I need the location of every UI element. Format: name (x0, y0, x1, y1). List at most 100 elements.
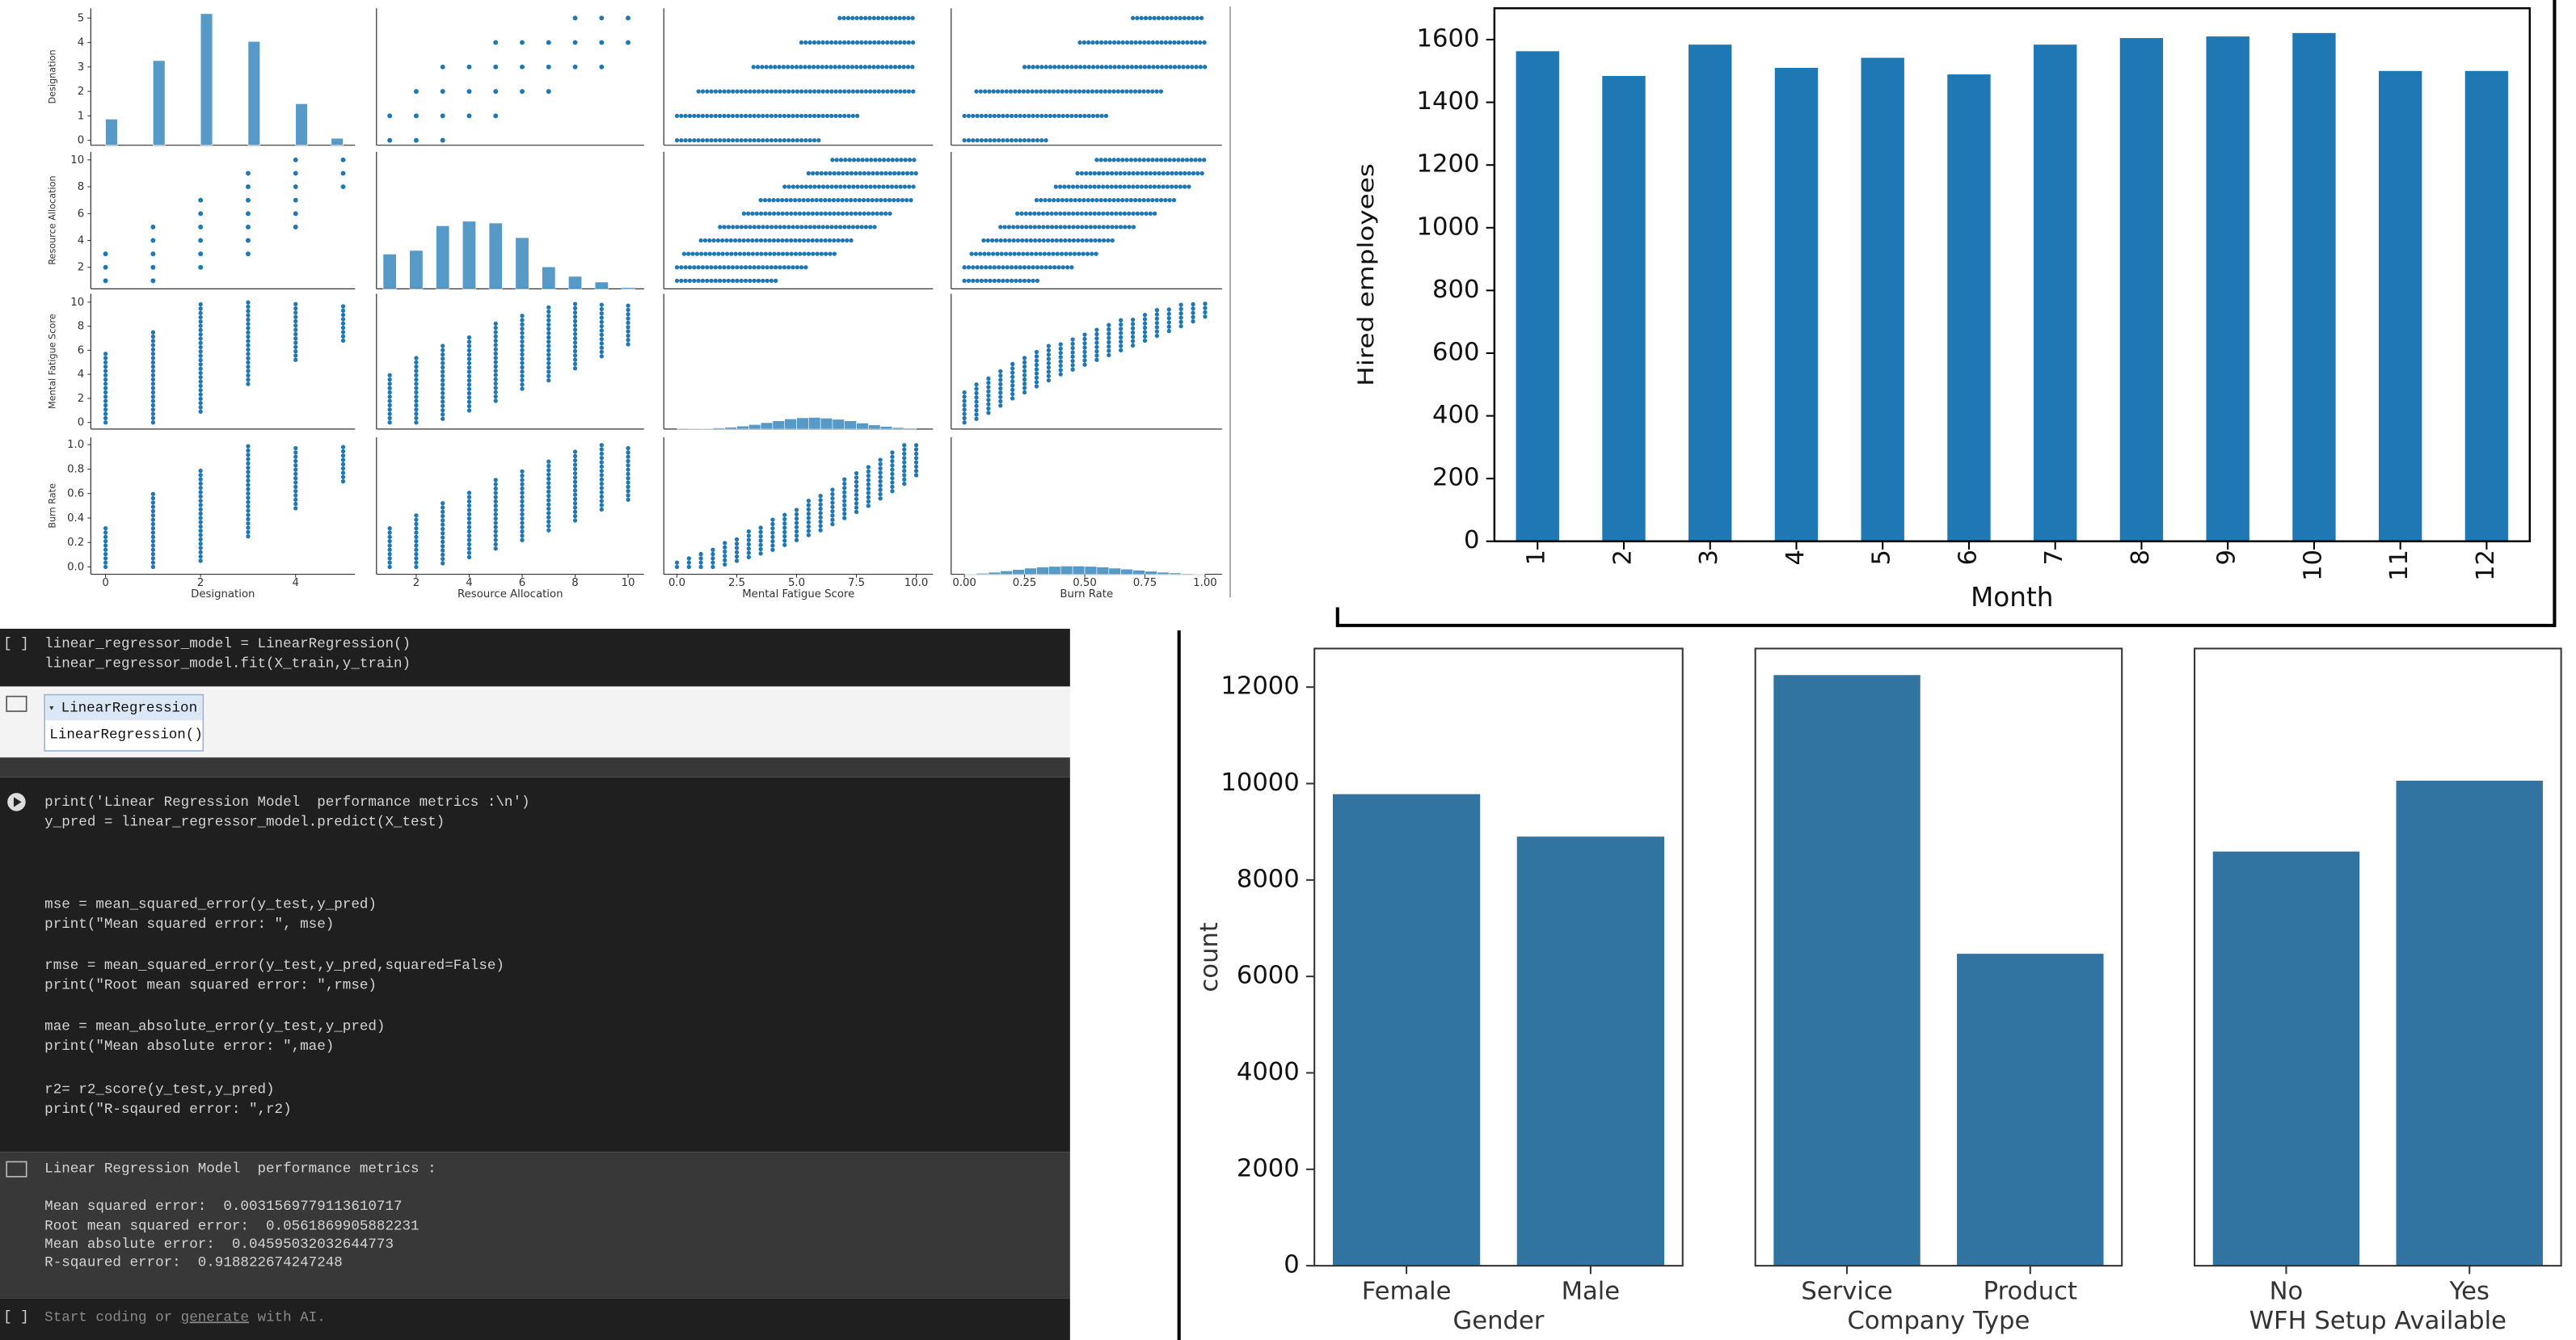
y-tick-label: 800 (1432, 276, 1479, 304)
run-icon (13, 797, 22, 807)
y-tick-label: 10000 (1221, 769, 1299, 797)
hist-bar (1120, 568, 1133, 575)
output-icon[interactable] (6, 695, 27, 712)
x-tick-label: 0.0 (668, 577, 685, 589)
scatter-point (150, 251, 156, 257)
y-tick-label: 0 (78, 135, 84, 147)
hist-bar (409, 250, 424, 289)
generate-link[interactable]: generate (181, 1309, 249, 1325)
scatter-point (571, 15, 579, 21)
placeholder-text: with AI. (249, 1309, 326, 1325)
hist-bar (1180, 573, 1194, 575)
scatter-point (197, 210, 204, 217)
axes-frame (1493, 6, 2532, 542)
hist-bar (772, 420, 786, 430)
cell-prompt[interactable]: [ ] (3, 636, 29, 652)
code-line: linear_regressor_model.fit(X_train,y_tra… (44, 655, 411, 672)
x-tick-label: 7.5 (848, 577, 865, 589)
axes-frame (1313, 647, 1684, 1267)
scatter-point (339, 157, 347, 163)
y-tick-label: 4 (78, 235, 84, 247)
scatter-point (546, 64, 552, 70)
scatter-point (466, 112, 473, 119)
x-tick-label: 0.25 (1013, 577, 1037, 589)
x-tick-label: 5.0 (788, 577, 805, 589)
bar (2206, 36, 2249, 541)
scatter-point (245, 170, 251, 177)
scatter-point (413, 112, 419, 119)
x-tick-label: Yes (2449, 1277, 2490, 1305)
code-line: r2= r2_score(y_test,y_pred) (44, 1081, 274, 1098)
scatter-point (492, 88, 499, 95)
icon (6, 1161, 27, 1178)
bar (1773, 675, 1920, 1266)
output-line: Mean squared error: 0.003156977911361071… (44, 1199, 402, 1215)
y-tick-label: 600 (1432, 338, 1479, 366)
x-axis-label: Resource Allocation (457, 588, 563, 600)
scatter-point (598, 40, 605, 46)
y-tick-label: 0.2 (67, 537, 84, 549)
scatter-point (293, 210, 299, 217)
y-tick-label: 8 (78, 321, 84, 333)
scatter-point (519, 64, 525, 70)
x-tick-label: 0.00 (952, 577, 976, 589)
code-line: print("Root mean squared error: ",rmse) (44, 978, 377, 994)
output-icon[interactable] (6, 1161, 27, 1178)
scatter-point (150, 237, 156, 244)
x-tick-label: 1 (1523, 550, 1551, 565)
hist-bar (515, 237, 529, 289)
hist-bar (808, 417, 821, 430)
y-tick-label: 0 (78, 417, 84, 429)
hist-bar (247, 40, 260, 145)
x-axis-label: Designation (191, 588, 255, 600)
x-tick-label: 0.50 (1073, 577, 1097, 589)
scatter-point (245, 183, 251, 190)
scatter-point (386, 112, 393, 119)
code-line: mae = mean_absolute_error(y_test,y_pred) (44, 1019, 385, 1035)
x-tick-label: 12 (2472, 550, 2500, 581)
bar (2119, 38, 2164, 541)
scatter-point (103, 277, 109, 284)
y-axis-label: Designation (47, 49, 57, 103)
code-line: y_pred = linear_regressor_model.predict(… (44, 814, 445, 830)
x-axis-label: Burn Rate (1060, 588, 1113, 600)
x-tick-label: 10.0 (904, 577, 929, 589)
y-tick-label: 5 (78, 12, 84, 24)
output-line: Mean absolute error: 0.04595032032644773 (44, 1237, 394, 1253)
output-line: Root mean squared error: 0.0561869905882… (44, 1219, 419, 1235)
scatter-point (103, 264, 109, 271)
y-tick-label: 3 (78, 61, 84, 74)
bar (2034, 44, 2077, 541)
hist-bar (382, 254, 397, 289)
scatter-point (386, 137, 393, 144)
y-tick-label: 10 (70, 154, 84, 166)
hist-bar (1012, 569, 1025, 575)
hist-bar (736, 425, 749, 430)
x-tick-label: Product (1984, 1277, 2077, 1305)
hist-bar (1157, 571, 1170, 575)
scatter-point (245, 224, 251, 230)
notebook: [ ] linear_regressor_model = LinearRegre… (0, 628, 1070, 1340)
x-axis-label: Month (1971, 582, 2053, 613)
hist-bar (1096, 567, 1110, 575)
y-tick-label: 0 (1284, 1251, 1300, 1279)
expand-arrow: ▾ (49, 704, 54, 713)
hist-bar (760, 422, 774, 430)
bar (2464, 70, 2509, 541)
hist-bar (844, 420, 857, 430)
y-tick-label: 10 (70, 297, 84, 309)
scatter-point (546, 40, 552, 46)
y-axis-label: count (1195, 922, 1224, 992)
axes-frame (1754, 647, 2123, 1267)
code-line: rmse = mean_squared_error(y_test,y_pred,… (44, 958, 504, 974)
y-tick-label: 0.6 (67, 488, 84, 500)
y-tick-label: 4000 (1237, 1058, 1300, 1086)
hist-bar (295, 103, 308, 145)
y-axis-label: Resource Allocation (47, 175, 57, 264)
y-tick-label: 2000 (1237, 1154, 1300, 1182)
bar (1957, 954, 2104, 1266)
cell-prompt[interactable]: [ ] (3, 1309, 29, 1325)
x-tick-label: 4 (466, 577, 472, 589)
scatter-point (440, 88, 446, 95)
scatter-point (413, 137, 419, 144)
